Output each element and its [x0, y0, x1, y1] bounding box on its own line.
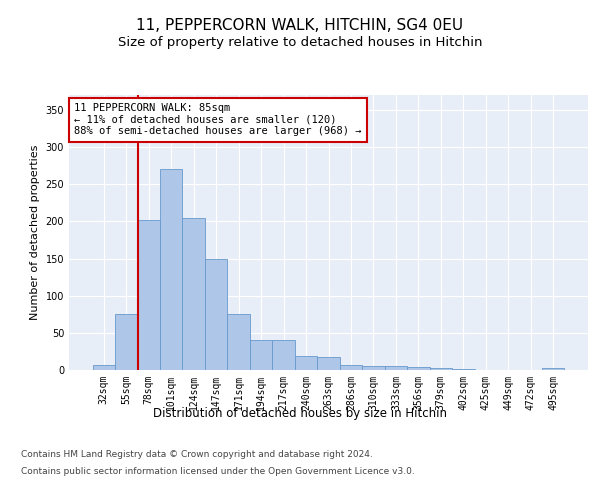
Bar — [182, 218, 205, 370]
Bar — [407, 367, 430, 370]
Bar — [227, 314, 250, 370]
Bar — [317, 356, 340, 370]
Bar — [92, 365, 115, 370]
Bar — [430, 368, 452, 370]
Bar — [115, 314, 137, 370]
Text: 11 PEPPERCORN WALK: 85sqm
← 11% of detached houses are smaller (120)
88% of semi: 11 PEPPERCORN WALK: 85sqm ← 11% of detac… — [74, 104, 362, 136]
Text: Contains public sector information licensed under the Open Government Licence v3: Contains public sector information licen… — [21, 468, 415, 476]
Bar — [385, 366, 407, 370]
Y-axis label: Number of detached properties: Number of detached properties — [30, 145, 40, 320]
Bar — [340, 365, 362, 370]
Bar — [250, 340, 272, 370]
Bar — [542, 368, 565, 370]
Text: Size of property relative to detached houses in Hitchin: Size of property relative to detached ho… — [118, 36, 482, 49]
Bar — [362, 366, 385, 370]
Text: Contains HM Land Registry data © Crown copyright and database right 2024.: Contains HM Land Registry data © Crown c… — [21, 450, 373, 459]
Bar — [205, 260, 227, 370]
Bar — [272, 340, 295, 370]
Bar — [137, 220, 160, 370]
Text: 11, PEPPERCORN WALK, HITCHIN, SG4 0EU: 11, PEPPERCORN WALK, HITCHIN, SG4 0EU — [136, 18, 464, 32]
Bar — [452, 368, 475, 370]
Text: Distribution of detached houses by size in Hitchin: Distribution of detached houses by size … — [153, 408, 447, 420]
Bar — [295, 356, 317, 370]
Bar — [160, 168, 182, 370]
